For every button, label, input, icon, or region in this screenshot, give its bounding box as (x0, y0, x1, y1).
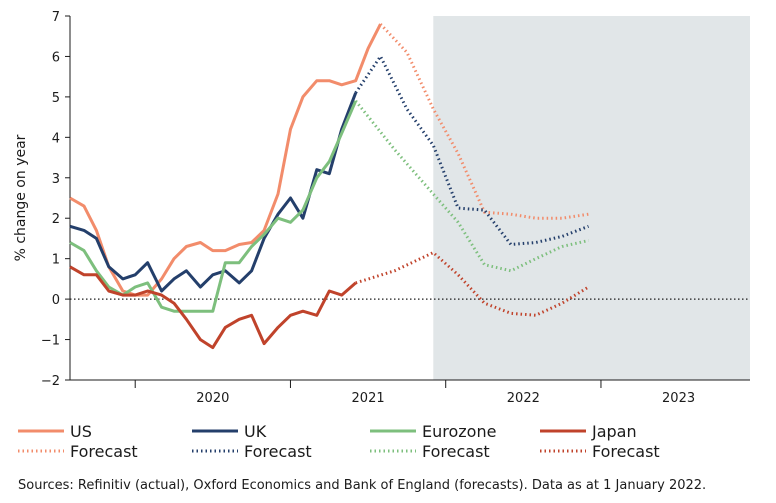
legend-label: UK (244, 422, 267, 441)
legend-label: Forecast (592, 442, 660, 461)
japan-forecast-line (355, 250, 590, 317)
legend-label: Japan (591, 422, 637, 441)
y-tick-label: −1 (41, 334, 60, 349)
us-actual-line (69, 23, 382, 297)
y-tick-label: −2 (41, 374, 60, 389)
y-tick-label: 5 (52, 91, 60, 106)
eurozone-forecast-line (354, 99, 589, 273)
x-tick-label: 2022 (507, 391, 540, 406)
y-tick-label: 7 (52, 10, 60, 25)
legend-label: US (70, 422, 92, 441)
eurozone-actual-line (69, 100, 358, 313)
uk-actual-line (69, 92, 358, 293)
y-axis-ticks: −2 −1 0 1 2 3 4 5 6 7 (41, 10, 70, 389)
y-tick-label: 2 (52, 212, 60, 227)
y-tick-label: 3 (52, 172, 60, 187)
y-axis-title: % change on year (13, 134, 29, 261)
x-tick-label: 2020 (196, 391, 229, 406)
legend-label: Forecast (244, 442, 312, 461)
x-tick-label: 2023 (662, 391, 695, 406)
forecast-region-shade (433, 16, 750, 380)
y-tick-label: 4 (52, 131, 60, 146)
legend-label: Eurozone (422, 422, 496, 441)
japan-actual-line (69, 265, 357, 350)
legend-label: Forecast (70, 442, 138, 461)
series-layer (69, 23, 590, 350)
uk-forecast-line (354, 53, 590, 247)
y-tick-label: 6 (52, 50, 60, 65)
legend-label: Forecast (422, 442, 490, 461)
source-note: Sources: Refinitiv (actual), Oxford Econ… (18, 478, 707, 493)
x-axis-ticks: 2020 2021 2022 2023 (134, 380, 695, 406)
x-tick-label: 2021 (352, 391, 385, 406)
y-tick-label: 0 (52, 293, 60, 308)
y-tick-label: 1 (52, 253, 60, 268)
